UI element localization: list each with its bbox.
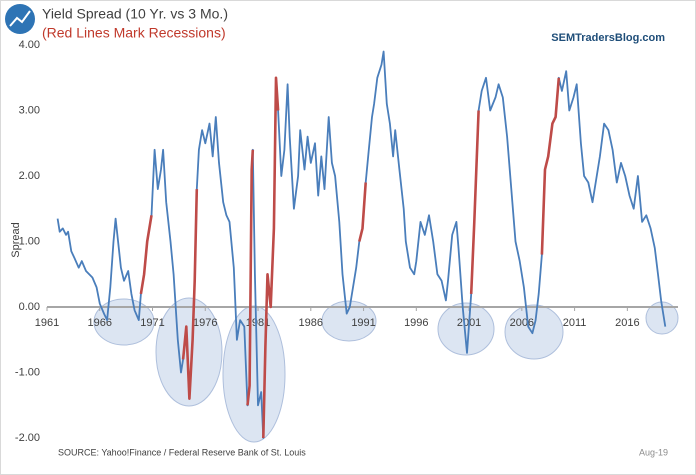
y-tick-label: 1.00 [19,235,40,247]
x-tick-label: 1986 [299,317,323,329]
highlight [504,304,564,360]
highlight [155,297,223,407]
x-tick-label: 1971 [140,317,164,329]
logo-mark [9,10,31,27]
logo [5,4,35,34]
highlight [321,300,377,342]
y-tick-label: 2.00 [19,170,40,182]
x-tick-label: 1981 [246,317,270,329]
brand: SEMTradersBlog.com [551,32,665,44]
x-tick-label: 2016 [615,317,639,329]
inversion-highlights [93,297,679,443]
x-tick-label: 1991 [351,317,375,329]
chart-title: Yield Spread (10 Yr. vs 3 Mo.) [42,6,228,22]
x-tick-label: 2006 [510,317,534,329]
x-tick-label: 2011 [563,317,587,329]
date-note: Aug-19 [639,447,668,457]
series-line [139,76,561,439]
x-tick-label: 1961 [35,317,59,329]
y-tick-label: 3.00 [19,104,40,116]
y-tick-label: 0.00 [19,301,40,313]
y-tick-label: 4.00 [19,39,40,51]
y-axis-label: Spread [10,222,22,257]
x-tick-label: 1966 [88,317,112,329]
x-tick-label: 1996 [404,317,428,329]
chart-subtitle: (Red Lines Mark Recessions) [42,25,226,41]
y-tick-label: -1.00 [15,366,40,378]
logo-circle [5,4,35,34]
x-tick-label: 1976 [193,317,217,329]
source-note: SOURCE: Yahoo!Finance / Federal Reserve … [58,447,306,457]
y-tick-label: -2.00 [15,432,40,444]
highlight [437,302,495,356]
